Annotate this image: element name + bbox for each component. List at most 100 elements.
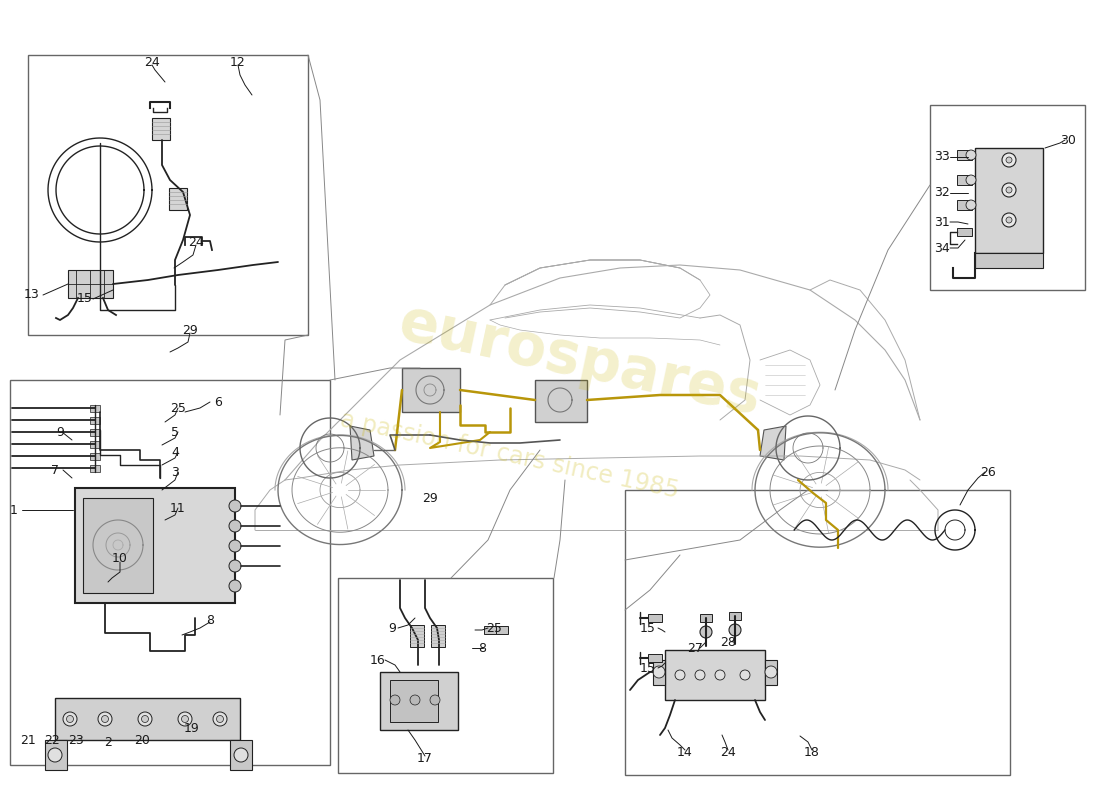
Circle shape: [66, 715, 74, 722]
Circle shape: [229, 500, 241, 512]
Bar: [975, 253, 1043, 268]
Circle shape: [138, 712, 152, 726]
Bar: [90, 465, 100, 472]
Text: eurospares: eurospares: [394, 294, 767, 426]
Text: 24: 24: [188, 235, 204, 249]
Circle shape: [715, 670, 725, 680]
Text: 14: 14: [678, 746, 693, 758]
Text: 29: 29: [422, 491, 438, 505]
Circle shape: [966, 200, 976, 210]
Text: 34: 34: [934, 242, 950, 254]
Text: 17: 17: [417, 751, 433, 765]
Text: 12: 12: [230, 55, 246, 69]
Circle shape: [740, 670, 750, 680]
Bar: [28, 55, 308, 335]
Circle shape: [48, 748, 62, 762]
Circle shape: [1002, 213, 1016, 227]
Bar: [625, 490, 1010, 775]
Text: 3: 3: [172, 466, 179, 478]
Bar: [90, 441, 100, 448]
Circle shape: [98, 712, 112, 726]
Bar: [10, 380, 330, 765]
Circle shape: [1006, 187, 1012, 193]
Circle shape: [213, 712, 227, 726]
Circle shape: [430, 695, 440, 705]
Bar: [55, 698, 240, 740]
Bar: [957, 200, 972, 210]
Circle shape: [764, 666, 777, 678]
Bar: [152, 118, 170, 140]
Circle shape: [229, 520, 241, 532]
Bar: [648, 654, 662, 662]
Circle shape: [229, 540, 241, 552]
Bar: [535, 380, 587, 422]
Circle shape: [695, 670, 705, 680]
Text: 8: 8: [478, 642, 486, 654]
Text: 25: 25: [170, 402, 186, 414]
Circle shape: [966, 150, 976, 160]
Circle shape: [1006, 217, 1012, 223]
Bar: [975, 148, 1043, 253]
Bar: [230, 740, 252, 770]
Text: 6: 6: [214, 395, 222, 409]
Text: 20: 20: [134, 734, 150, 746]
Text: 1: 1: [10, 503, 18, 517]
Circle shape: [390, 695, 400, 705]
Bar: [338, 578, 553, 773]
Text: 2: 2: [104, 735, 112, 749]
Bar: [957, 150, 972, 160]
Text: 24: 24: [720, 746, 736, 758]
Circle shape: [653, 666, 666, 678]
Text: 27: 27: [688, 642, 703, 654]
Text: 9: 9: [388, 622, 396, 634]
Bar: [957, 175, 972, 185]
Text: 8: 8: [206, 614, 214, 626]
Circle shape: [178, 712, 192, 726]
Bar: [410, 625, 424, 647]
Text: 32: 32: [934, 186, 950, 199]
Text: 5: 5: [170, 426, 179, 438]
Text: 9: 9: [56, 426, 64, 438]
Bar: [90, 405, 100, 412]
Circle shape: [1006, 157, 1012, 163]
Bar: [75, 488, 235, 603]
Circle shape: [63, 712, 77, 726]
Bar: [90, 429, 100, 436]
Polygon shape: [760, 426, 786, 460]
Text: 29: 29: [183, 323, 198, 337]
Text: 33: 33: [934, 150, 950, 163]
Circle shape: [229, 560, 241, 572]
Text: 15: 15: [640, 662, 656, 674]
Circle shape: [1002, 153, 1016, 167]
Bar: [379, 672, 458, 730]
Circle shape: [142, 715, 148, 722]
Text: 10: 10: [112, 551, 128, 565]
Bar: [90, 453, 100, 460]
Text: 15: 15: [640, 622, 656, 634]
Text: 16: 16: [370, 654, 386, 666]
Text: 28: 28: [720, 635, 736, 649]
Bar: [68, 270, 113, 298]
Text: 22: 22: [44, 734, 59, 746]
Circle shape: [729, 624, 741, 636]
Bar: [764, 660, 777, 685]
Polygon shape: [350, 426, 374, 460]
Text: 25: 25: [486, 622, 502, 634]
Bar: [390, 680, 438, 722]
Bar: [484, 626, 496, 634]
Text: 19: 19: [184, 722, 200, 734]
Bar: [930, 105, 1085, 290]
Text: 13: 13: [24, 289, 40, 302]
Bar: [90, 417, 100, 424]
Circle shape: [675, 670, 685, 680]
Bar: [402, 368, 460, 412]
Text: a passion for cars since 1985: a passion for cars since 1985: [339, 407, 682, 502]
Circle shape: [234, 748, 248, 762]
Bar: [653, 660, 666, 685]
Circle shape: [217, 715, 223, 722]
Bar: [729, 612, 741, 620]
Text: 31: 31: [934, 215, 950, 229]
Text: 15: 15: [77, 293, 92, 306]
Bar: [957, 228, 972, 236]
Text: 24: 24: [144, 55, 159, 69]
